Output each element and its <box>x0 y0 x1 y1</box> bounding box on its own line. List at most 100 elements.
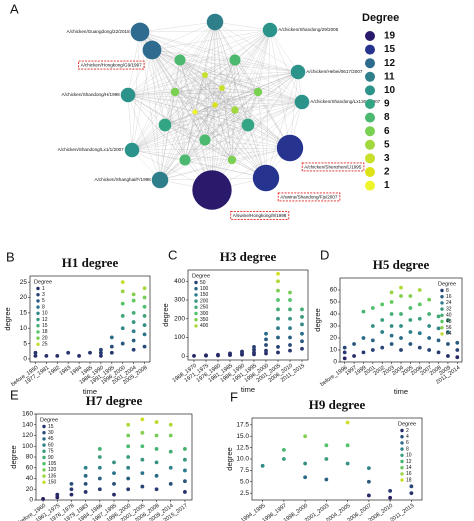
y-tick-label: 60 <box>26 464 34 471</box>
legend-title: Degree <box>438 281 456 287</box>
point <box>97 465 102 470</box>
point <box>366 479 371 484</box>
point <box>352 354 356 358</box>
edge <box>214 104 233 161</box>
edge <box>214 104 249 126</box>
point <box>183 447 187 451</box>
point <box>380 302 385 307</box>
edge <box>221 29 271 89</box>
edge <box>204 104 216 141</box>
point <box>140 430 145 435</box>
point <box>300 322 304 327</box>
edge <box>131 21 216 151</box>
x-tick-label: before_1996 <box>320 365 349 388</box>
edge <box>211 29 271 191</box>
plot-frame <box>29 275 151 363</box>
legend-marker <box>42 431 46 435</box>
point <box>417 316 422 321</box>
node <box>199 134 211 146</box>
y-tick-label: 25 <box>20 279 28 286</box>
node-label: A/chicken/Shandong/H/1998 <box>62 92 121 97</box>
edge <box>214 21 299 73</box>
point <box>399 285 403 290</box>
point <box>389 342 394 346</box>
point <box>126 444 131 449</box>
legend-label: 150 <box>48 480 57 486</box>
point <box>99 347 103 352</box>
edge <box>164 124 186 161</box>
point <box>345 420 350 425</box>
legend-marker <box>36 293 40 297</box>
legend-marker <box>36 330 40 334</box>
point <box>228 351 232 356</box>
point <box>288 343 292 347</box>
point <box>389 312 394 316</box>
point <box>455 348 460 352</box>
edge <box>151 49 216 106</box>
legend-marker <box>400 459 404 464</box>
edge <box>174 87 223 93</box>
edge <box>127 94 291 149</box>
plot-frame <box>251 417 423 501</box>
point <box>370 348 375 352</box>
edge <box>131 59 236 151</box>
edge <box>179 21 216 61</box>
point <box>131 310 136 315</box>
point <box>427 312 432 316</box>
legend-label: 15 <box>48 424 54 430</box>
highlight-box <box>230 210 290 220</box>
edge <box>179 59 186 161</box>
edge <box>174 91 303 103</box>
edge <box>204 74 259 93</box>
point <box>154 487 159 492</box>
point <box>112 481 116 486</box>
legend-label: 30 <box>48 430 54 436</box>
legend-marker <box>194 311 198 316</box>
edge <box>214 21 223 89</box>
legend-label: 19 <box>384 31 396 42</box>
point <box>342 350 347 355</box>
point <box>140 444 145 449</box>
edge <box>131 31 141 151</box>
legend-marker <box>42 468 46 472</box>
x-axis-label: time <box>394 387 408 396</box>
legend-label: 200 <box>200 298 209 304</box>
edge <box>159 124 166 181</box>
point <box>55 495 60 500</box>
y-tick-label: 120 <box>22 432 33 439</box>
point <box>97 487 102 492</box>
edge <box>139 31 161 181</box>
edge <box>159 147 291 181</box>
edge <box>179 59 259 93</box>
panel-label: D <box>320 247 329 262</box>
point <box>288 307 292 312</box>
y-tick-label: 10 <box>330 347 338 354</box>
point <box>427 324 432 328</box>
point <box>88 350 92 355</box>
edge <box>151 49 259 93</box>
point <box>389 324 394 328</box>
node <box>142 40 162 60</box>
y-tick-label: 10.0 <box>236 456 249 463</box>
node-label: A/chicken/Shanghai/F/1998 <box>95 177 152 182</box>
legend-label: 100 <box>200 286 209 292</box>
legend-marker <box>36 336 40 340</box>
legend-marker <box>42 462 46 466</box>
point <box>120 289 125 294</box>
y-tick-label: 400 <box>174 278 185 285</box>
edge <box>234 59 303 103</box>
edge <box>179 59 299 73</box>
legend-marker <box>440 319 444 324</box>
point <box>126 455 131 459</box>
edge <box>164 124 233 161</box>
point <box>168 465 173 470</box>
edge <box>214 87 223 106</box>
legend-marker <box>194 299 198 303</box>
edge <box>159 124 249 181</box>
point <box>264 337 268 342</box>
y-tick-label: 40 <box>26 475 34 482</box>
edge <box>234 59 259 93</box>
legend-label: 15 <box>384 44 396 55</box>
edge <box>164 104 216 126</box>
edge <box>127 29 271 96</box>
